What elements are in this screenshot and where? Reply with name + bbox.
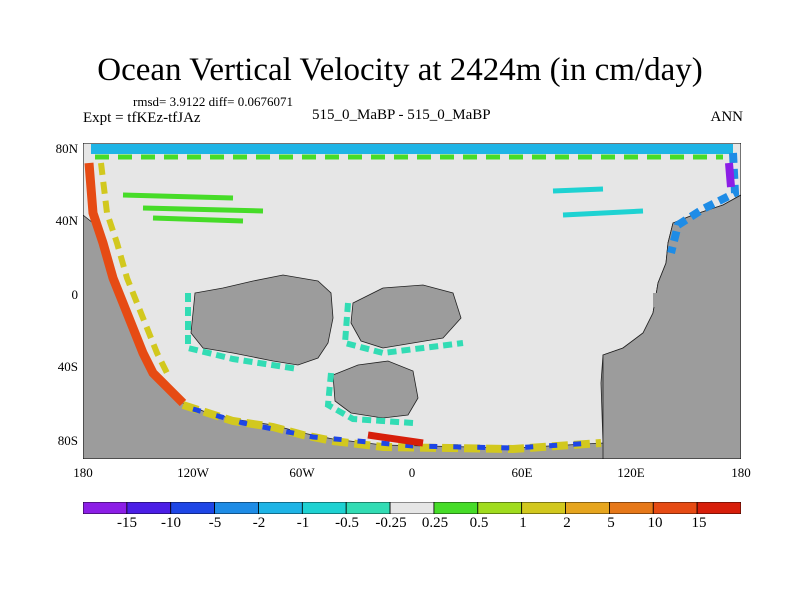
colorbar-label: 5	[607, 515, 615, 531]
colorbar	[83, 502, 741, 514]
x-tick-label: 0	[408, 465, 416, 480]
x-tick-label: 60E	[511, 465, 533, 480]
season-label: ANN	[710, 109, 744, 125]
colorbar-swatch	[83, 502, 128, 514]
velocity-band-interior-north	[122, 192, 264, 224]
colorbar-swatch	[477, 502, 523, 514]
colorbar-swatch	[652, 502, 698, 514]
colorbar-label: 0.25	[421, 515, 449, 531]
land-block-south-america	[190, 274, 334, 366]
experiment-label: Expt = tfKEz-tfJAz	[83, 110, 201, 126]
colorbar-label: 1	[519, 515, 527, 531]
colorbar-swatch	[389, 502, 435, 514]
stats-text: rmsd= 3.9122 diff= 0.0676071	[133, 94, 293, 109]
velocity-band-interior-east	[552, 186, 644, 218]
velocity-band-west	[84, 162, 187, 407]
colorbar-label: -2	[252, 515, 266, 531]
y-tick-label: 40N	[55, 213, 78, 228]
velocity-band-east-purple	[725, 162, 735, 188]
colorbar-swatch	[345, 502, 391, 514]
colorbar-swatch	[696, 502, 741, 514]
colorbar-swatch	[170, 502, 216, 514]
colorbar-label: -15	[117, 515, 137, 531]
colorbar-swatch	[126, 502, 172, 514]
y-tick-label: 80N	[55, 141, 78, 156]
colorbar-label: 0.5	[469, 515, 489, 531]
colorbar-swatch	[521, 502, 566, 514]
land-island	[653, 293, 671, 307]
y-tick-label: 80S	[57, 433, 78, 448]
velocity-band-continents	[185, 293, 464, 426]
velocity-band-west-outer	[98, 162, 170, 375]
colorbar-label: 10	[647, 515, 663, 531]
colorbar-swatch	[301, 502, 347, 514]
x-tick-label: 120E	[617, 465, 645, 480]
velocity-band-east	[667, 152, 740, 254]
velocity-band-southern-red	[367, 431, 424, 447]
colorbar-swatch	[433, 502, 479, 514]
land-block-africa	[350, 284, 462, 349]
y-tick-label: 40S	[57, 359, 78, 374]
plot-title: Ocean Vertical Velocity at 2424m (in cm/…	[97, 52, 703, 88]
x-tick-label: 180	[73, 465, 93, 480]
colorbar-swatch	[258, 502, 303, 514]
colorbar-label: -10	[161, 515, 181, 531]
colorbar-label: -0.5	[335, 515, 359, 531]
colorbar-label: -1	[296, 515, 310, 531]
ocean-velocity-map	[83, 143, 741, 459]
colorbar-label: -5	[208, 515, 222, 531]
x-tick-label: 120W	[177, 465, 209, 480]
colorbar-swatch	[609, 502, 654, 514]
velocity-band-south-blue	[192, 406, 594, 451]
x-tick-label: 60W	[289, 465, 315, 480]
land-block-antarctic-peninsula	[332, 360, 419, 419]
colorbar-label: -0.25	[375, 515, 407, 531]
land-block-east	[602, 194, 741, 459]
colorbar-swatch	[214, 502, 259, 514]
colorbar-swatch	[565, 502, 610, 514]
colorbar-label: 2	[563, 515, 571, 531]
y-tick-label: 0	[71, 287, 79, 302]
case-label: 515_0_MaBP - 515_0_MaBP	[312, 107, 491, 123]
x-tick-label: 180	[731, 465, 751, 480]
colorbar-label: 15	[691, 515, 707, 531]
